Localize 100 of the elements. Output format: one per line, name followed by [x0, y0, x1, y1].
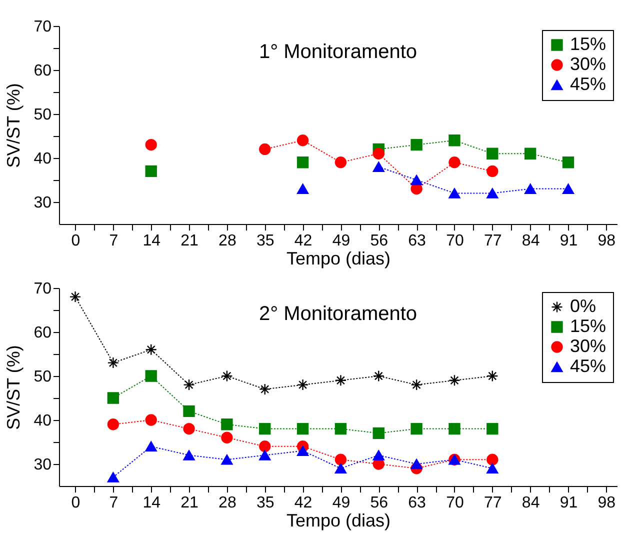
- text: 2° Monitoramento: [258, 303, 418, 325]
- point: [372, 370, 384, 382]
- x-tick-label: 35: [256, 494, 274, 512]
- x-tick-label: 21: [180, 494, 199, 512]
- point: [448, 374, 460, 386]
- point: [486, 148, 498, 160]
- x-axis-title: Tempo (dias): [286, 510, 391, 530]
- y-tick-label: 60: [34, 62, 52, 80]
- point: [259, 383, 271, 396]
- y-tick-label: 70: [34, 280, 52, 298]
- x-tick-label: 35: [256, 232, 274, 250]
- x-tick-label: 98: [598, 494, 616, 512]
- x-tick-label: 49: [332, 494, 350, 512]
- point: [486, 454, 498, 466]
- y-tick-label: 50: [34, 368, 52, 386]
- point: [107, 472, 120, 482]
- point: [296, 184, 309, 194]
- point: [448, 134, 460, 146]
- point: [107, 418, 120, 430]
- legend-label: 15%: [570, 34, 606, 54]
- x-tick-label: 98: [598, 232, 616, 250]
- legend-label: 45%: [570, 74, 606, 94]
- point: [410, 378, 422, 391]
- legend-label: 0%: [570, 296, 596, 316]
- point: [334, 422, 347, 435]
- point: [410, 458, 422, 470]
- point: [562, 184, 574, 194]
- x-tick-label: 70: [446, 232, 464, 250]
- point: [372, 148, 384, 160]
- y-tick-label: 40: [34, 412, 52, 430]
- point: [259, 440, 271, 452]
- point: [145, 441, 157, 452]
- point: [486, 463, 498, 474]
- x-tick-label: 42: [294, 232, 312, 250]
- point: [221, 454, 233, 465]
- point: [372, 162, 384, 172]
- x-tick-label: 56: [370, 494, 388, 512]
- point: [145, 344, 157, 356]
- legend-label: 45%: [570, 356, 606, 376]
- point: [410, 422, 422, 435]
- x-tick-label: 63: [408, 232, 426, 250]
- x-tick-label: 84: [522, 232, 540, 250]
- point: [259, 450, 271, 460]
- point: [296, 422, 309, 435]
- x-tick-label: 42: [294, 494, 312, 512]
- y-tick-label: 40: [34, 150, 52, 168]
- x-tick-label: 0: [71, 232, 80, 250]
- point: [334, 374, 347, 386]
- point: [107, 356, 120, 369]
- point: [145, 165, 157, 178]
- y-tick-label: 30: [34, 194, 52, 212]
- point: [183, 422, 195, 435]
- point: [334, 463, 347, 474]
- x-tick-label: 28: [218, 494, 236, 512]
- y-tick-label: 70: [34, 18, 52, 36]
- point: [183, 405, 195, 418]
- point: [334, 454, 347, 466]
- x-tick-label: 21: [180, 232, 199, 250]
- point: [259, 422, 271, 435]
- legend-label: 30%: [570, 336, 606, 356]
- point: [221, 418, 233, 430]
- x-tick-label: 7: [109, 232, 118, 250]
- point: [69, 290, 82, 303]
- point: [372, 427, 384, 440]
- legend-label: 15%: [570, 316, 606, 336]
- point: [486, 188, 498, 198]
- y-tick-label: 50: [34, 106, 52, 124]
- legend-label: 30%: [570, 54, 606, 74]
- x-tick-label: 14: [142, 494, 161, 512]
- point: [486, 165, 498, 178]
- y-tick-label: 30: [34, 456, 52, 474]
- point: [145, 414, 157, 426]
- text: 1° Monitoramento: [258, 41, 418, 63]
- x-tick-label: 70: [446, 494, 464, 512]
- y-axis-title: SV/ST (%): [4, 83, 24, 168]
- point: [410, 174, 422, 186]
- point: [410, 138, 422, 151]
- x-tick-label: 0: [71, 494, 80, 512]
- point: [448, 422, 460, 435]
- x-tick-label: 14: [142, 232, 161, 250]
- point: [145, 370, 157, 382]
- point: [448, 188, 460, 198]
- point: [296, 378, 309, 391]
- point: [372, 450, 384, 460]
- point: [183, 378, 195, 391]
- point: [145, 138, 157, 151]
- point: [334, 156, 347, 168]
- point: [259, 143, 271, 156]
- point: [183, 450, 195, 460]
- point: [221, 432, 233, 444]
- x-tick-label: 77: [484, 494, 502, 512]
- x-tick-label: 84: [522, 494, 540, 512]
- y-axis-title: SV/ST (%): [4, 345, 24, 430]
- point: [296, 134, 309, 146]
- y-tick-label: 60: [34, 324, 52, 342]
- point: [221, 370, 233, 382]
- x-tick-label: 63: [408, 494, 426, 512]
- point: [486, 370, 498, 382]
- x-tick-label: 77: [484, 232, 502, 250]
- x-tick-label: 7: [109, 494, 118, 512]
